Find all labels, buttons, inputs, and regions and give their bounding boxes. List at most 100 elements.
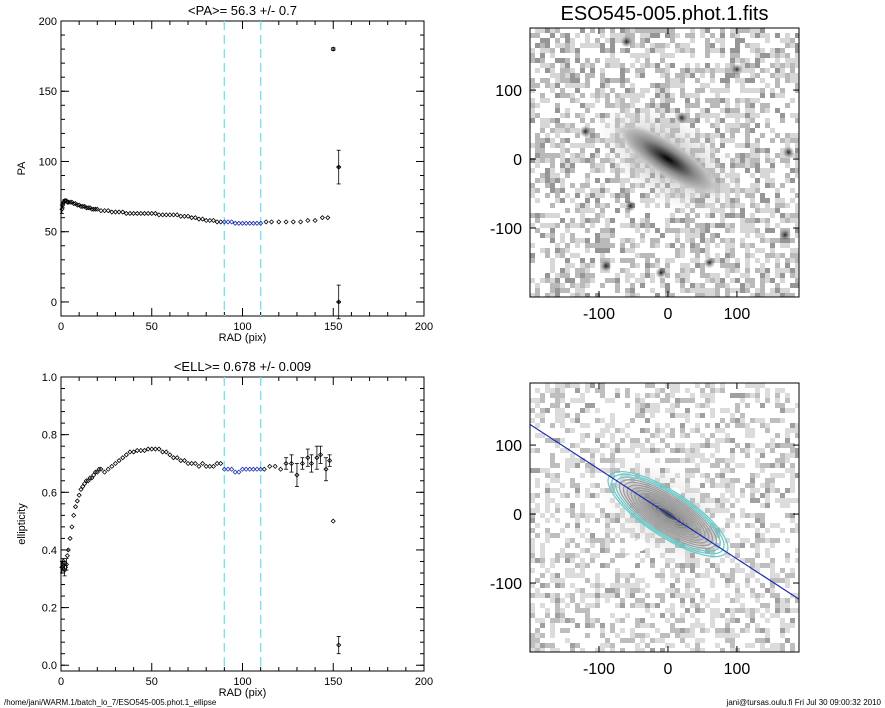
data-point <box>134 447 140 454</box>
data-point <box>200 216 206 222</box>
data-point <box>232 220 238 226</box>
data-point <box>336 164 342 170</box>
data-point <box>276 219 282 225</box>
data-point <box>181 213 187 219</box>
data-point <box>156 446 162 452</box>
data-point <box>85 478 91 484</box>
data-point <box>60 202 66 208</box>
star <box>620 35 633 48</box>
data-point <box>312 217 318 224</box>
data-point <box>101 208 108 214</box>
star <box>730 63 743 76</box>
data-point <box>91 206 97 212</box>
data-point <box>239 466 246 472</box>
data-point <box>327 458 333 464</box>
data-point <box>72 504 79 510</box>
data-point <box>170 212 177 218</box>
data-point <box>283 219 289 225</box>
data-point <box>221 219 227 225</box>
x-tick-label: 100 <box>233 321 251 333</box>
data-point <box>60 561 66 567</box>
data-point <box>243 466 249 472</box>
y-axis-label: ellipticity <box>16 503 28 545</box>
data-point <box>229 219 235 225</box>
data-point <box>236 220 242 226</box>
data-point <box>156 212 162 218</box>
data-point <box>149 446 155 452</box>
y-tick-label: -100 <box>490 576 522 593</box>
data-point <box>105 208 111 214</box>
data-point <box>323 466 329 472</box>
plot-title: <ELL>= 0.678 +/- 0.009 <box>174 359 311 374</box>
y-tick-label: 0.8 <box>42 430 57 442</box>
data-point <box>109 209 115 215</box>
x-tick-label: 200 <box>415 676 433 688</box>
image-title: ESO545-005.phot.1.fits <box>561 3 769 25</box>
data-point <box>145 210 151 217</box>
data-point <box>89 206 95 212</box>
data-point <box>185 213 191 219</box>
y-tick-label: 100 <box>495 83 522 100</box>
data-point <box>203 217 209 224</box>
data-point <box>80 483 86 490</box>
data-point <box>247 220 253 226</box>
data-point <box>78 486 84 492</box>
data-point <box>98 466 104 472</box>
data-point <box>189 460 195 467</box>
data-point <box>290 219 296 225</box>
data-point <box>149 210 155 217</box>
footer-timestamp: jani@tursas.oulu.fi Fri Jul 30 09:00:32 … <box>726 698 881 707</box>
noise-pixels <box>530 383 799 652</box>
data-point <box>101 469 108 475</box>
data-point <box>80 203 86 209</box>
data-point <box>160 449 166 455</box>
data-point <box>196 463 202 469</box>
data-point <box>96 466 102 472</box>
data-point <box>134 210 140 217</box>
star <box>599 259 612 272</box>
y-axis-label: PA <box>16 161 28 176</box>
data-point <box>305 217 311 224</box>
data-point <box>299 460 305 467</box>
data-point <box>141 447 148 454</box>
data-point <box>94 206 100 212</box>
data-point <box>268 219 275 225</box>
data-point <box>138 210 144 217</box>
footer-path: /home/jani/WARM.1/batch_lo_7/ESO545-005.… <box>4 698 217 707</box>
x-tick-label: 0 <box>663 661 672 678</box>
data-point <box>225 219 231 225</box>
plot-panel-2: 0 50 100 150 200 0.0 0.2 0.4 0.6 0.8 1.0 <ELL>= 0.6… <box>16 359 433 699</box>
data-point <box>71 512 77 518</box>
data-point <box>112 209 119 215</box>
data-point <box>283 460 289 467</box>
data-point <box>336 642 342 648</box>
data-point <box>167 212 173 218</box>
data-point <box>89 475 95 481</box>
y-tick-label: 0.0 <box>42 660 57 672</box>
y-tick-label: 50 <box>45 227 57 239</box>
data-point <box>314 455 320 461</box>
data-point <box>112 460 119 467</box>
y-tick-label: -100 <box>490 221 522 238</box>
data-point <box>229 466 235 472</box>
mask-blob <box>713 514 726 527</box>
mask-blob <box>624 554 637 567</box>
data-point <box>63 561 70 567</box>
data-point <box>207 217 213 224</box>
star <box>624 199 637 212</box>
data-point <box>92 469 99 475</box>
data-point <box>174 455 180 461</box>
data-point <box>308 460 315 467</box>
x-tick-label: 50 <box>146 676 158 688</box>
y-tick-label: 1.0 <box>42 372 57 384</box>
mask-blob <box>634 539 647 552</box>
data-point <box>138 447 144 454</box>
data-point <box>64 553 70 559</box>
data-point <box>74 498 80 504</box>
x-tick-label: -100 <box>583 661 615 678</box>
data-point <box>123 210 129 217</box>
data-point <box>192 215 198 221</box>
x-tick-label: 0 <box>663 306 672 323</box>
data-point <box>85 205 91 211</box>
data-point <box>250 466 256 472</box>
